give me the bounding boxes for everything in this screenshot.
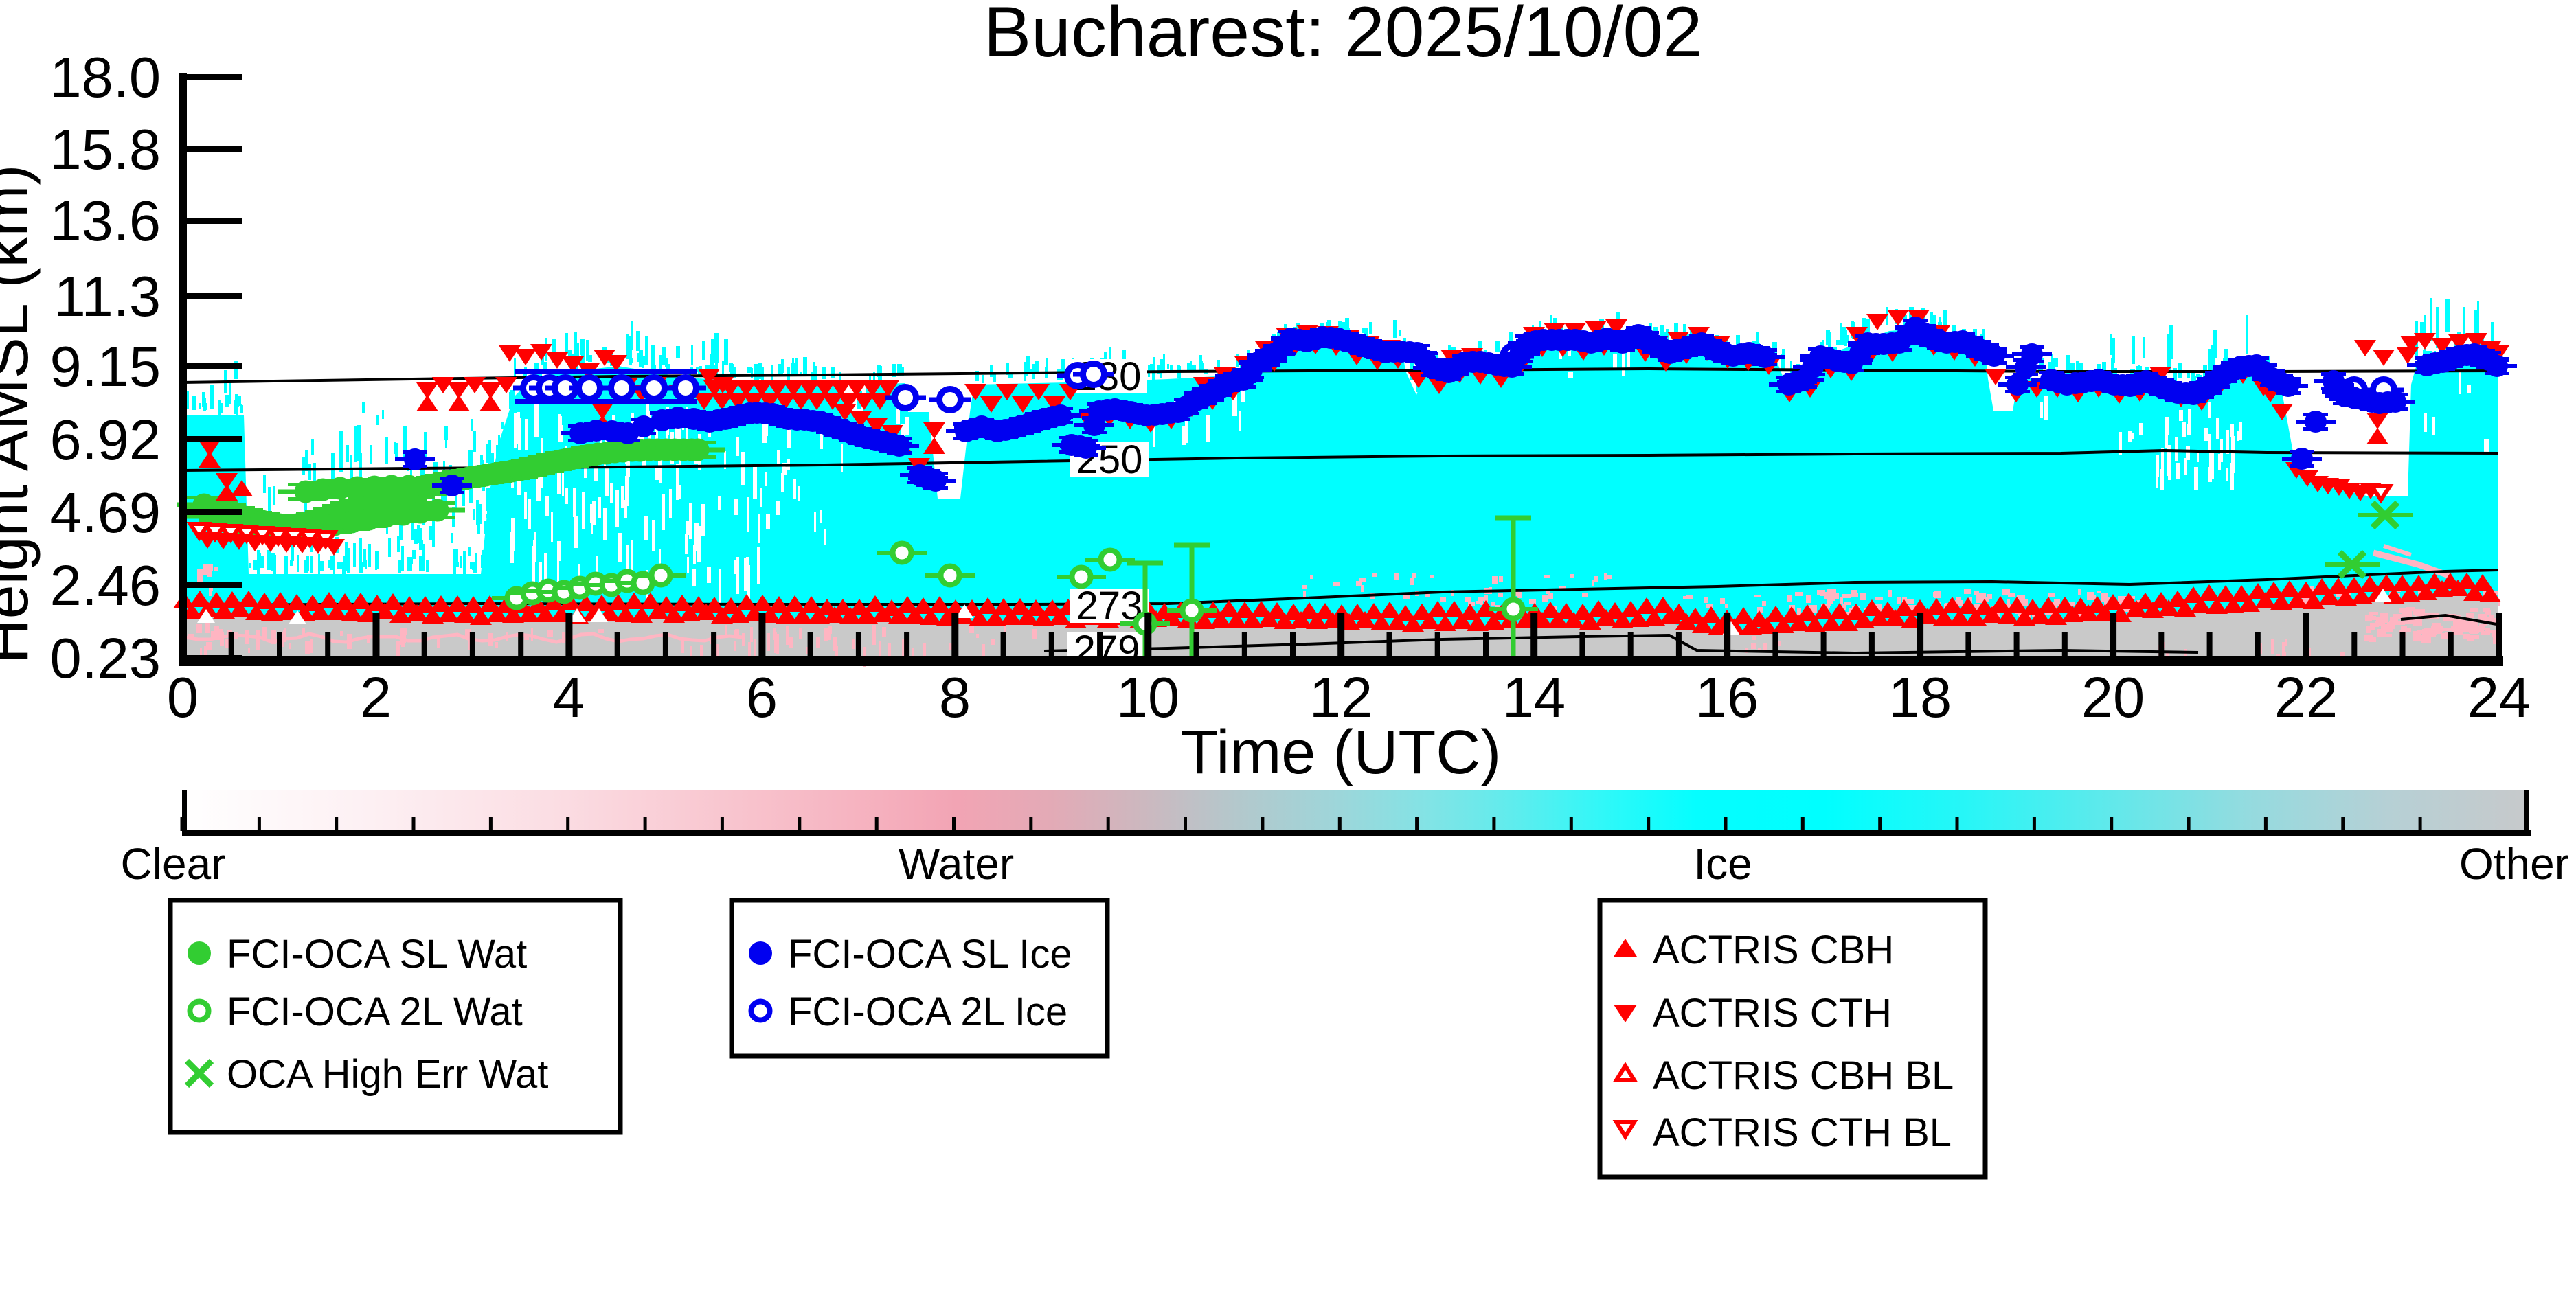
svg-text:2.46: 2.46 — [49, 553, 161, 617]
svg-text:10: 10 — [1116, 665, 1179, 729]
svg-text:ACTRIS CTH BL: ACTRIS CTH BL — [1653, 1110, 1952, 1155]
svg-text:8: 8 — [939, 665, 971, 729]
svg-text:FCI-OCA SL Wat: FCI-OCA SL Wat — [227, 932, 527, 976]
svg-text:Time (UTC): Time (UTC) — [1181, 718, 1502, 787]
svg-text:6.92: 6.92 — [49, 408, 161, 472]
svg-text:9.15: 9.15 — [49, 334, 161, 398]
svg-text:12: 12 — [1309, 665, 1372, 729]
svg-text:FCI-OCA 2L Wat: FCI-OCA 2L Wat — [227, 990, 523, 1034]
svg-text:Ice: Ice — [1693, 839, 1752, 889]
svg-text:ACTRIS CBH: ACTRIS CBH — [1653, 928, 1894, 972]
svg-text:6: 6 — [746, 665, 778, 729]
svg-text:18.0: 18.0 — [49, 45, 161, 109]
svg-text:14: 14 — [1502, 665, 1566, 729]
svg-text:OCA High Err Wat: OCA High Err Wat — [227, 1052, 548, 1097]
svg-text:FCI-OCA SL Ice: FCI-OCA SL Ice — [788, 932, 1072, 976]
svg-text:0.23: 0.23 — [49, 626, 161, 690]
svg-text:18: 18 — [1888, 665, 1952, 729]
svg-text:ACTRIS CTH: ACTRIS CTH — [1653, 991, 1892, 1036]
svg-text:4: 4 — [553, 665, 585, 729]
svg-text:ACTRIS CBH BL: ACTRIS CBH BL — [1653, 1053, 1954, 1098]
svg-text:Water: Water — [899, 839, 1014, 889]
svg-text:4.69: 4.69 — [49, 481, 161, 545]
svg-text:Other: Other — [2459, 839, 2569, 889]
svg-text:13.6: 13.6 — [49, 189, 161, 253]
svg-text:273: 273 — [1076, 584, 1143, 628]
svg-text:15.8: 15.8 — [49, 117, 161, 181]
svg-text:Bucharest: 2025/10/02: Bucharest: 2025/10/02 — [984, 0, 1703, 72]
svg-text:2: 2 — [360, 665, 392, 729]
svg-text:16: 16 — [1695, 665, 1759, 729]
svg-text:Clear: Clear — [121, 839, 226, 889]
svg-text:FCI-OCA 2L Ice: FCI-OCA 2L Ice — [788, 990, 1067, 1034]
svg-text:11.3: 11.3 — [54, 264, 161, 328]
svg-text:0: 0 — [167, 665, 199, 729]
svg-text:Height AMSL (km): Height AMSL (km) — [0, 165, 41, 664]
svg-text:24: 24 — [2467, 665, 2531, 729]
svg-text:20: 20 — [2081, 665, 2145, 729]
svg-text:22: 22 — [2274, 665, 2338, 729]
